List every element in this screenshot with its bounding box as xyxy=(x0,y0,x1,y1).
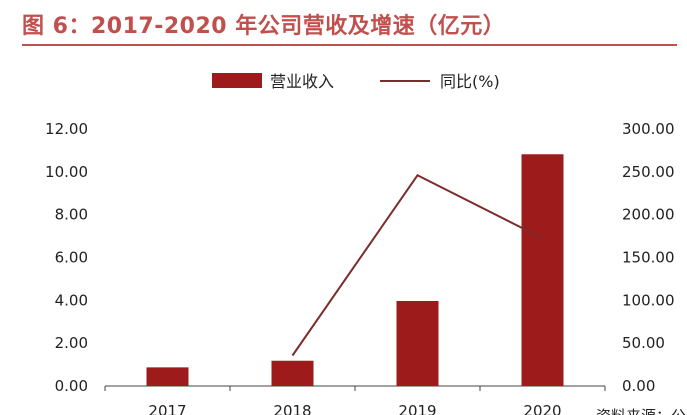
left-tick-label: 6.00 xyxy=(55,249,88,267)
x-tick-label: 2018 xyxy=(273,402,311,415)
left-tick-label: 12.00 xyxy=(45,120,88,138)
left-tick-label: 8.00 xyxy=(55,206,88,224)
bar-2020 xyxy=(521,154,564,386)
x-tick-label: 2017 xyxy=(148,402,186,415)
legend-label-bar: 营业收入 xyxy=(270,72,334,91)
title-divider xyxy=(22,44,677,46)
left-tick-label: 2.00 xyxy=(55,334,88,352)
bars xyxy=(146,154,564,386)
x-tick-label: 2019 xyxy=(398,402,436,415)
right-tick-label: 200.00 xyxy=(622,206,675,224)
growth-line-path xyxy=(291,173,543,357)
right-tick-label: 50.00 xyxy=(622,334,665,352)
source-note: 资料来源：公司财报 xyxy=(596,407,687,415)
axes xyxy=(104,385,606,391)
left-tick-label: 0.00 xyxy=(55,377,88,395)
growth-line xyxy=(291,173,543,357)
legend-label-line: 同比(%) xyxy=(440,72,500,91)
left-axis-ticks: 0.00 2.00 4.00 6.00 8.00 10.00 12.00 xyxy=(45,120,88,395)
right-tick-label: 300.00 xyxy=(622,120,675,138)
left-tick-label: 4.00 xyxy=(55,291,88,309)
right-tick-label: 150.00 xyxy=(622,249,675,267)
x-tick-label: 2020 xyxy=(523,402,561,415)
bar-2018 xyxy=(271,360,314,386)
legend: 营业收入 同比(%) xyxy=(212,72,500,91)
bar-2017 xyxy=(146,367,189,386)
bar-2019 xyxy=(396,300,439,386)
right-tick-label: 100.00 xyxy=(622,291,675,309)
right-axis-ticks: 0.00 50.00 100.00 150.00 200.00 250.00 300.00 xyxy=(622,120,675,395)
right-tick-label: 0.00 xyxy=(622,377,655,395)
left-tick-label: 10.00 xyxy=(45,163,88,181)
figure-title: 图 6：2017-2020 年公司营收及增速（亿元） xyxy=(22,14,506,39)
right-tick-label: 250.00 xyxy=(622,163,675,181)
x-axis-ticks: 2017 2018 2019 2020 xyxy=(148,402,561,415)
legend-swatch-bar xyxy=(212,73,262,88)
